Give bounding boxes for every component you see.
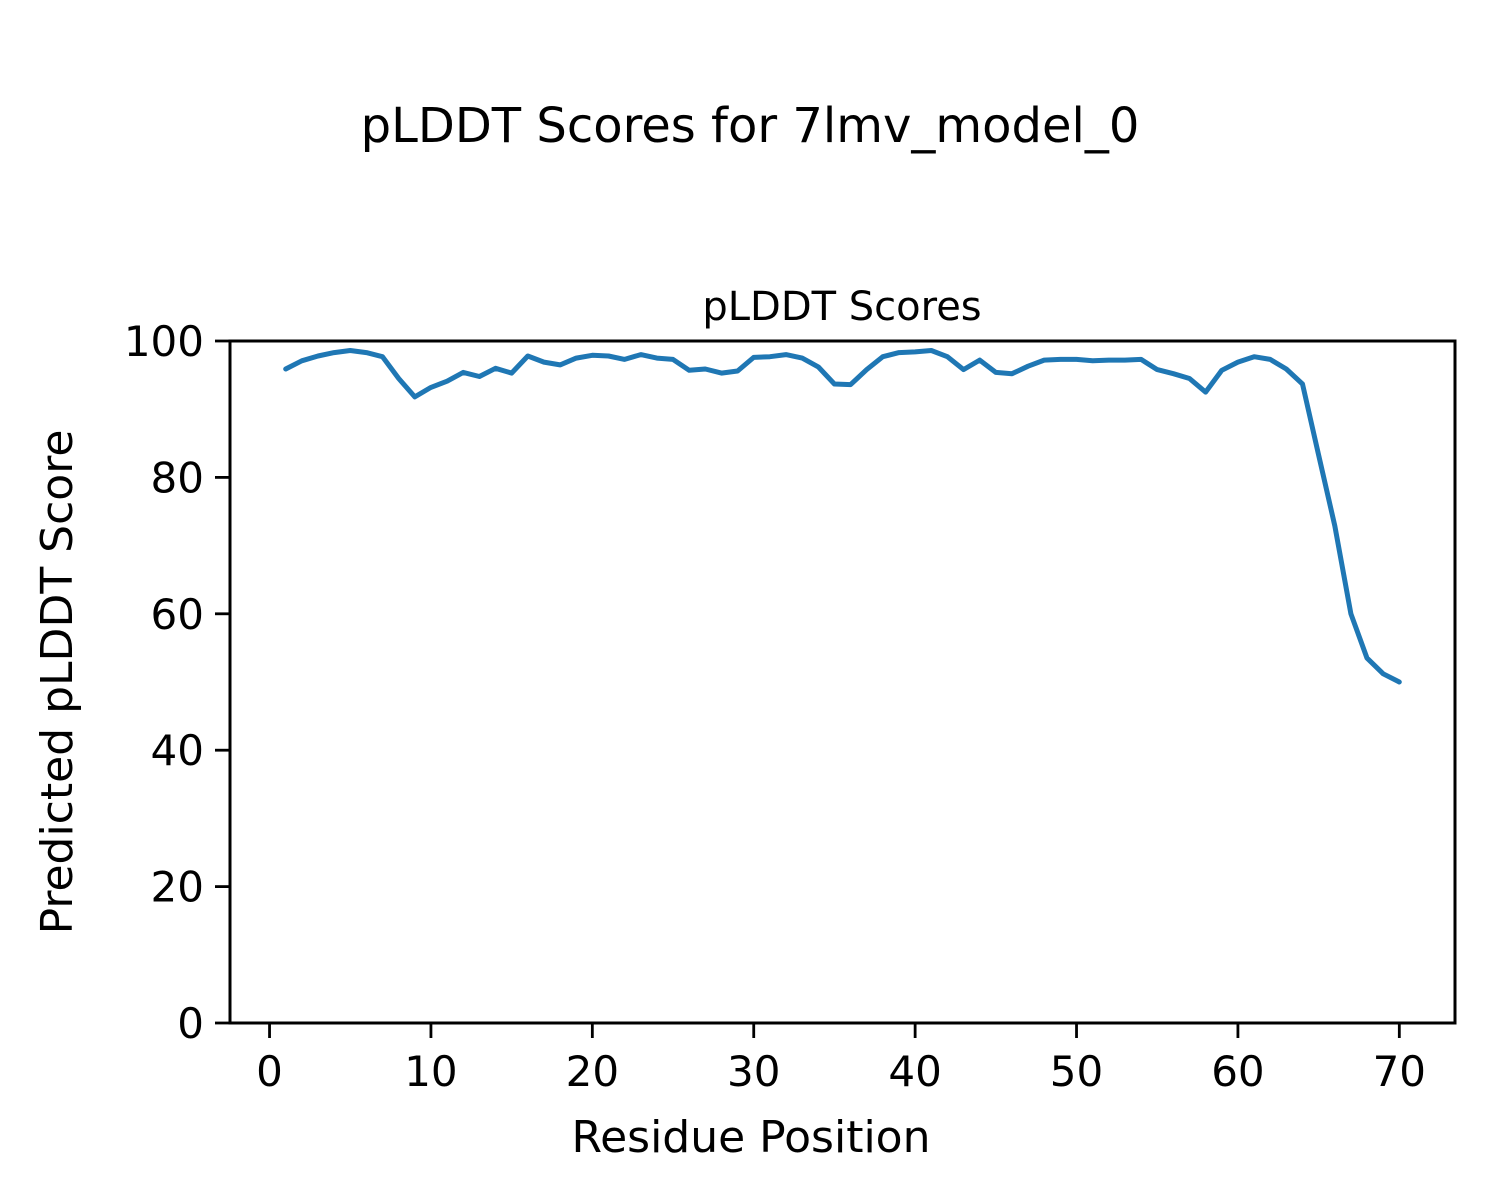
x-tick-label: 60	[1211, 1047, 1264, 1096]
axes-title: pLDDT Scores	[702, 284, 981, 330]
x-axis-ticks: 0 10 20 30 40 50 60 70	[256, 1023, 1426, 1096]
x-tick-label: 20	[566, 1047, 619, 1096]
y-axis-ticks: 0 20 40 60 80 100	[124, 317, 230, 1048]
x-tick-label: 30	[727, 1047, 780, 1096]
plddt-score-line	[283, 348, 1402, 685]
x-tick-label: 0	[256, 1047, 283, 1096]
x-axis-label: Residue Position	[571, 1112, 930, 1163]
x-tick-label: 10	[404, 1047, 457, 1096]
y-tick-label: 100	[124, 317, 204, 366]
x-tick-label: 70	[1373, 1047, 1426, 1096]
x-tick-label: 50	[1050, 1047, 1103, 1096]
y-tick-label: 0	[177, 999, 204, 1048]
figure-title: pLDDT Scores for 7lmv_model_0	[361, 98, 1140, 154]
y-tick-label: 80	[151, 453, 204, 502]
y-tick-label: 20	[151, 863, 204, 912]
y-axis-label: Predicted pLDDT Score	[32, 430, 83, 935]
x-tick-label: 40	[888, 1047, 941, 1096]
plot-area	[228, 339, 1457, 1025]
y-tick-label: 40	[151, 726, 204, 775]
y-tick-label: 60	[151, 590, 204, 639]
